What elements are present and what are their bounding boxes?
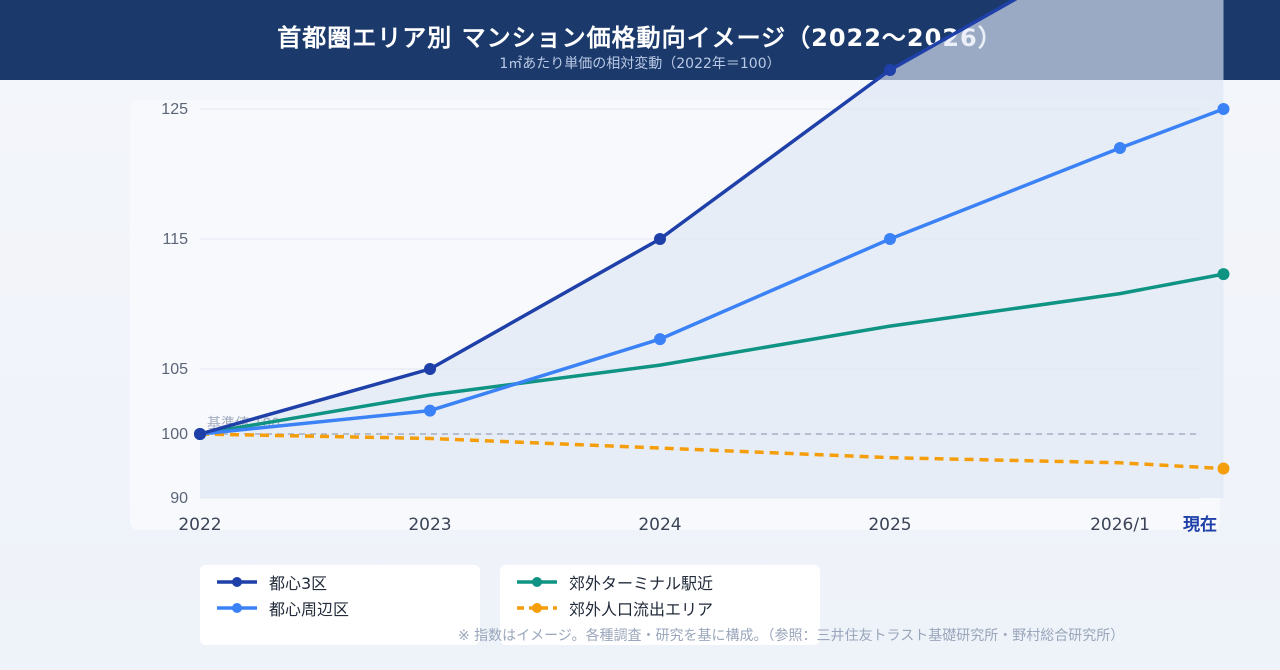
legend-item: 郊外ターミナル駅近 [515,571,713,593]
legend-swatch [517,603,557,613]
line-chart: 90100105115125135145基準値 1002022202320242… [161,0,1230,535]
legend-item: 都心周辺区 [215,597,349,619]
y-tick-label: 115 [162,231,188,248]
data-point [654,233,666,245]
legend-right [500,565,820,645]
legend-label: 郊外ターミナル駅近 [569,574,714,593]
y-tick-label: 105 [161,361,188,378]
data-point [654,333,666,346]
legend-label: 都心3区 [269,574,328,593]
x-tick-label: 2024 [638,515,681,535]
legend-swatch [217,577,257,587]
legend-swatch [217,603,257,613]
y-tick-label: 90 [170,490,188,507]
series-line [199,0,1018,436]
x-tick-label: 現在 [1183,514,1217,535]
legend-item: 郊外人口流出エリア [515,597,713,619]
data-point [1217,462,1230,475]
legend-left [200,565,480,645]
legend-marker [532,577,542,587]
series-line [199,272,1224,436]
chart-title: 首都圏エリア別 マンション価格動向イメージ（2022〜2026） [277,24,1003,52]
y-tick-label: 125 [161,101,188,118]
x-tick-label: 2025 [868,515,911,535]
y-tick-label: 100 [161,426,188,443]
x-tick-label: 2022 [178,515,221,535]
series-line [199,432,1224,471]
series-line [199,107,1225,436]
x-tick-label: 2023 [408,515,451,535]
legend-label: 郊外人口流出エリア [569,600,714,619]
chart-subtitle: 1㎡あたり単価の相対変動（2022年＝100） [499,56,781,72]
legend-marker [232,577,242,587]
footnote: ※ 指数はイメージ。各種調査・研究を基に構成。（参照：三井住友トラスト基礎研究所… [458,628,1125,644]
legend-marker [232,603,242,613]
area-fill [200,0,1224,498]
data-point [884,64,896,76]
data-point [1217,268,1230,281]
legend-item: 都心3区 [215,571,327,593]
data-point [194,428,206,440]
data-point [1114,142,1126,154]
legend-marker [532,603,542,613]
legend-label: 都心周辺区 [269,600,350,619]
data-point [424,363,436,375]
data-point [1217,103,1230,115]
x-tick-label: 2026/1 [1090,515,1150,535]
data-point [884,233,896,245]
data-point [424,404,436,417]
legend-swatch [517,577,557,587]
